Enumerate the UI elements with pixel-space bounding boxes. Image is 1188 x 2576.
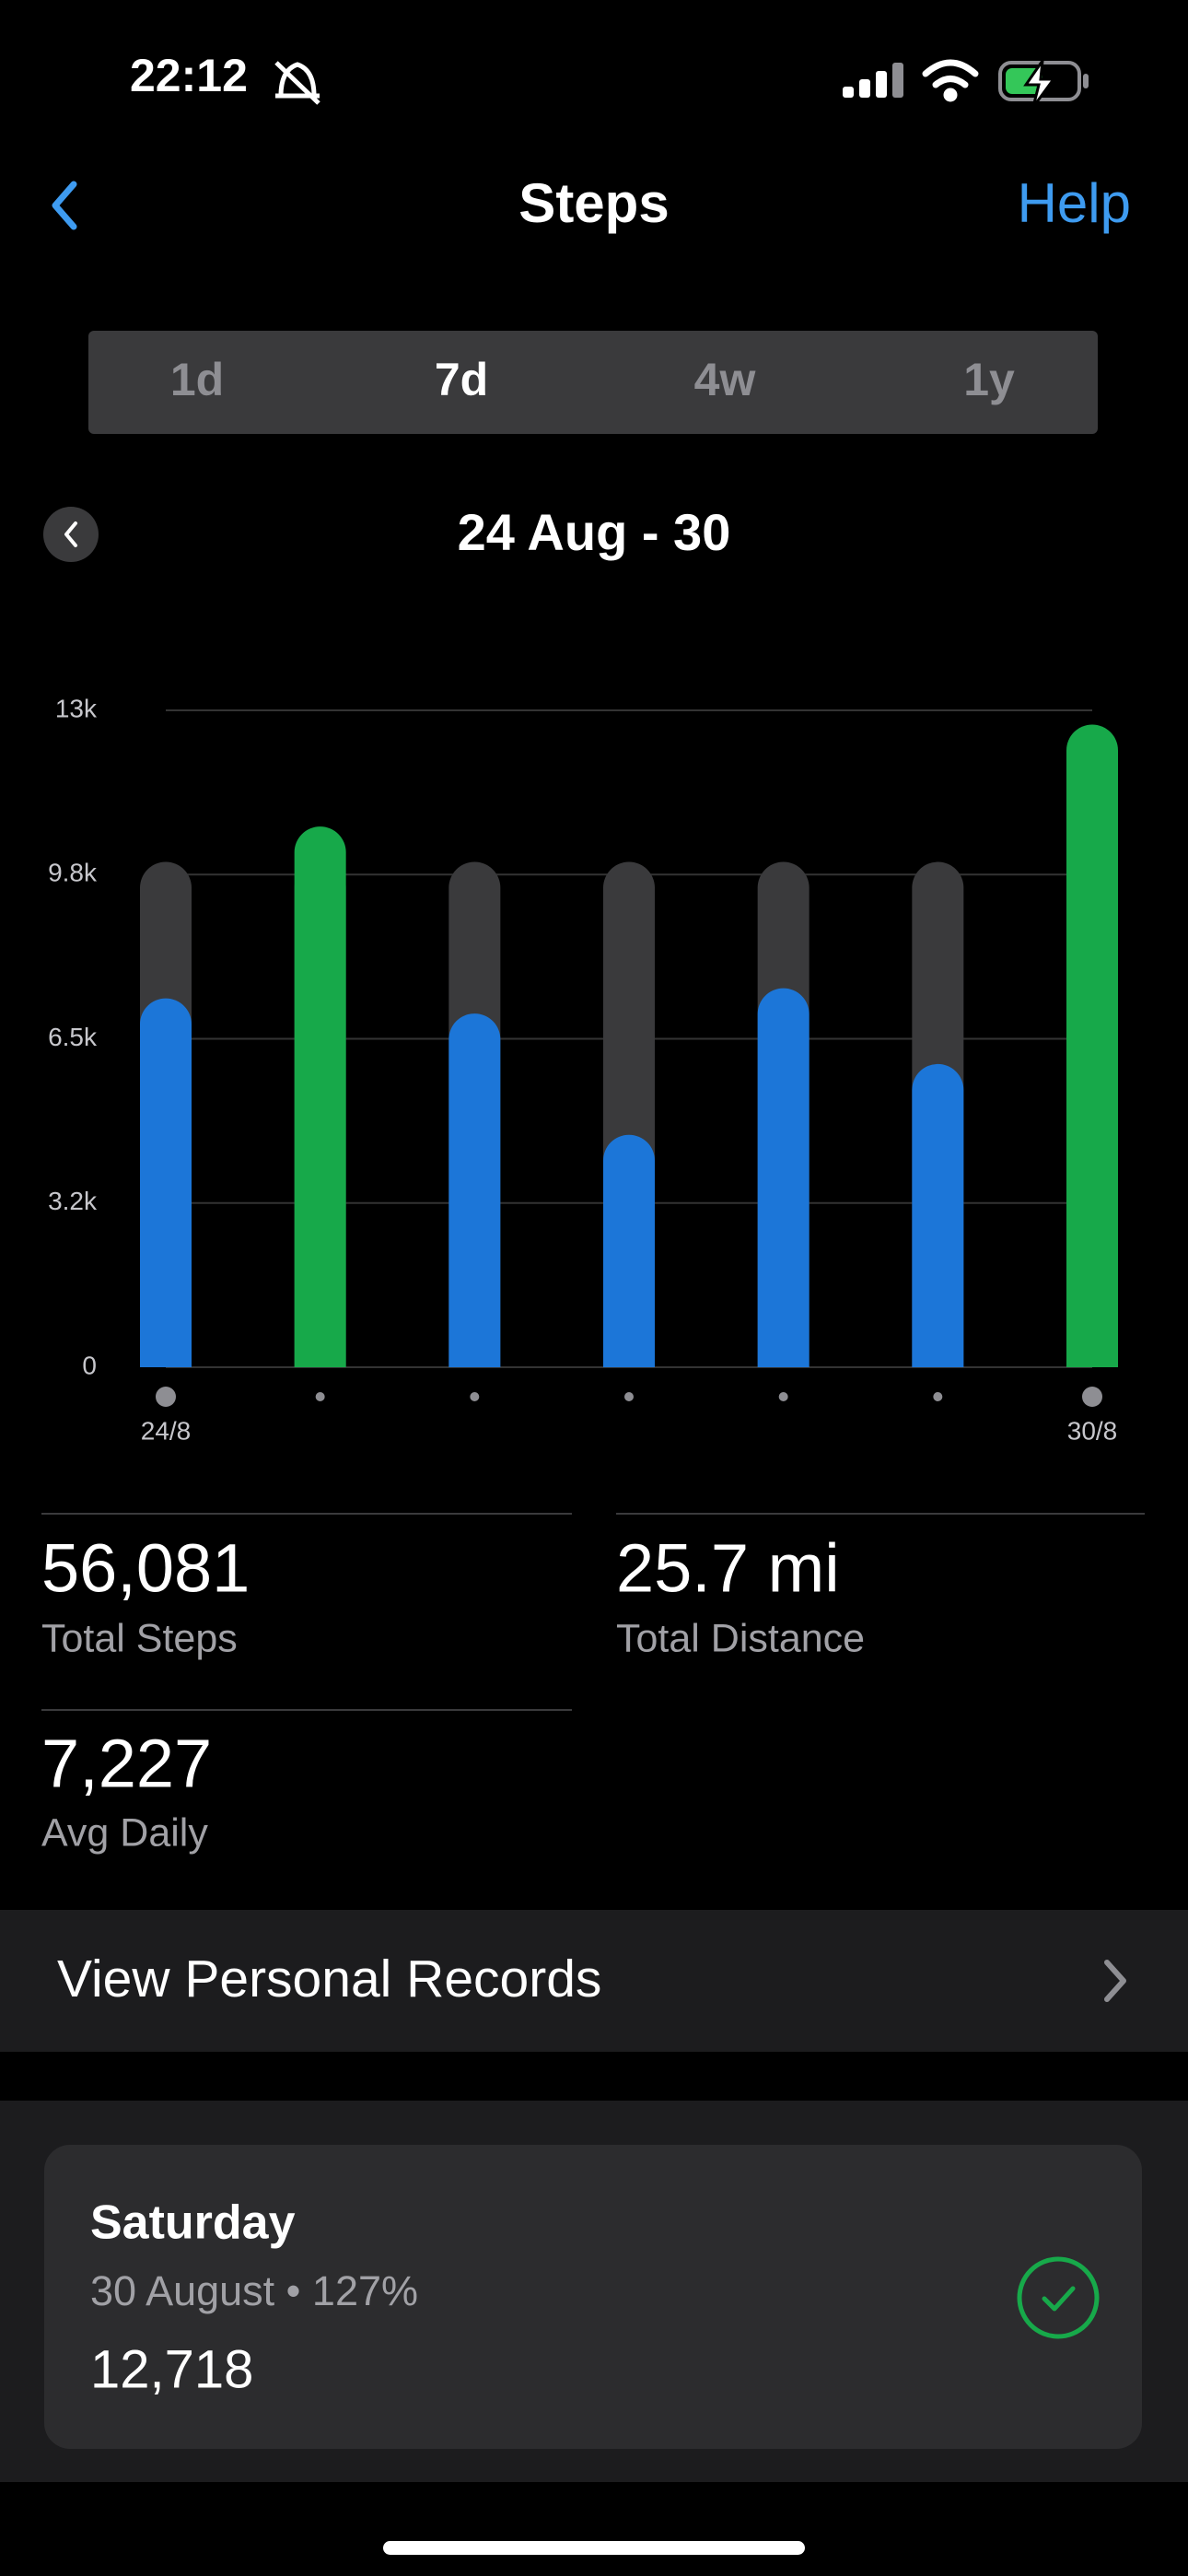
x-tick-dot	[624, 1392, 634, 1401]
y-tick-label: 9.8k	[48, 859, 98, 887]
personal-records-row[interactable]: View Personal Records	[0, 1910, 1188, 2052]
battery-icon	[998, 55, 1089, 108]
stat-value: 56,081	[41, 1530, 250, 1607]
x-tick-label: 24/8	[141, 1416, 192, 1445]
chart: 0 3.2k 6.5k 9.8k 13k 24/8 30/8	[48, 694, 1118, 1445]
x-tick-dot	[933, 1392, 943, 1401]
y-tick-label: 6.5k	[48, 1023, 98, 1051]
date-range: 24 Aug - 30	[458, 503, 731, 561]
day-steps: 12,718	[90, 2339, 253, 2399]
y-tick-label: 0	[82, 1351, 97, 1379]
bar	[140, 998, 192, 1367]
bar	[603, 1134, 655, 1367]
day-name: Saturday	[90, 2196, 296, 2250]
wifi-icon	[922, 59, 979, 102]
mute-icon	[274, 61, 320, 105]
segmented-control	[88, 331, 1098, 434]
segment[interactable]: 4w	[694, 354, 756, 405]
x-tick-dot	[315, 1392, 325, 1401]
stat-value: 25.7 mi	[616, 1530, 840, 1607]
bar	[294, 826, 346, 1367]
stat-label: Total Distance	[616, 1616, 865, 1660]
x-tick-dot	[1082, 1387, 1102, 1407]
stat-value: 7,227	[41, 1726, 212, 1802]
x-tick-dot	[778, 1392, 788, 1401]
back-button[interactable]	[52, 181, 77, 230]
bar	[757, 988, 809, 1367]
signal-icon	[843, 63, 903, 98]
x-tick-dot	[470, 1392, 480, 1401]
previous-period-button[interactable]	[43, 507, 99, 562]
day-card[interactable]: Saturday 30 August • 127% 12,718	[44, 2145, 1142, 2449]
records-label: View Personal Records	[57, 1950, 601, 2008]
bar	[912, 1063, 964, 1367]
y-tick-label: 13k	[55, 694, 98, 722]
stat-label: Avg Daily	[41, 1810, 208, 1855]
segment[interactable]: 7d	[435, 354, 488, 405]
segment[interactable]: 1d	[170, 354, 224, 405]
home-indicator	[383, 2541, 805, 2555]
day-detail: 30 August • 127%	[90, 2267, 418, 2314]
stat-label: Total Steps	[41, 1616, 238, 1660]
x-tick-dot	[156, 1387, 176, 1407]
nav-title: Steps	[518, 172, 669, 234]
segment[interactable]: 1y	[963, 354, 1015, 405]
y-tick-label: 3.2k	[48, 1187, 98, 1215]
x-tick-label: 30/8	[1067, 1416, 1118, 1445]
bar	[448, 1013, 501, 1367]
bar	[1066, 724, 1118, 1367]
help-button[interactable]: Help	[1018, 172, 1131, 234]
status-time: 22:12	[130, 50, 248, 101]
